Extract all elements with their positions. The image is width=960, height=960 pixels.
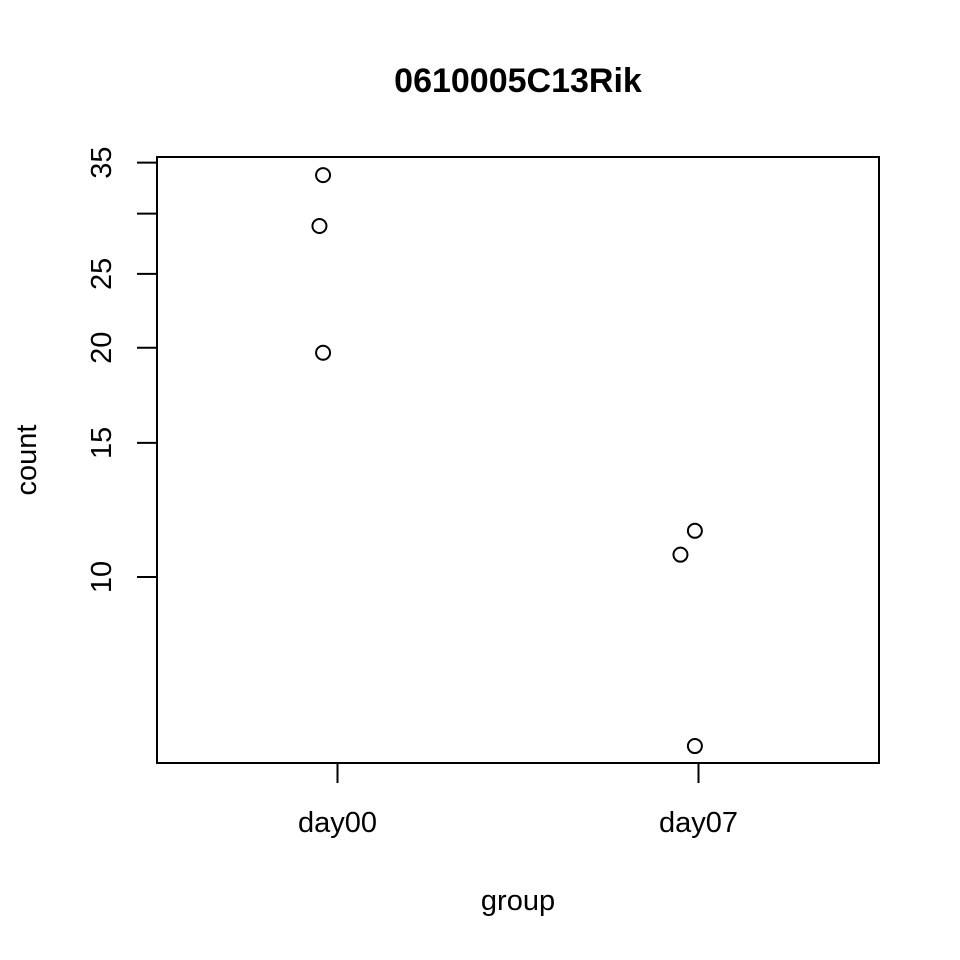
y-tick-label: 10	[86, 561, 118, 593]
data-points	[311, 167, 703, 755]
y-axis-label: count	[11, 425, 43, 496]
data-point	[315, 167, 332, 184]
chart-title: 0610005C13Rik	[394, 62, 642, 100]
x-axis-label: group	[481, 885, 555, 917]
data-point	[672, 546, 689, 563]
data-point	[686, 522, 703, 539]
plot-frame	[156, 156, 880, 764]
y-tick-label: 20	[86, 332, 118, 364]
y-axis: 10 15 20 25 35	[86, 146, 158, 593]
data-point	[315, 344, 332, 361]
y-tick-label: 25	[86, 258, 118, 290]
x-tick-label: day00	[298, 807, 377, 839]
y-tick-label: 35	[86, 146, 118, 178]
data-point	[311, 217, 328, 234]
x-tick-label: day07	[659, 807, 738, 839]
data-point	[686, 738, 703, 755]
y-tick-label: 15	[86, 427, 118, 459]
x-axis: day00 day07	[298, 763, 738, 839]
